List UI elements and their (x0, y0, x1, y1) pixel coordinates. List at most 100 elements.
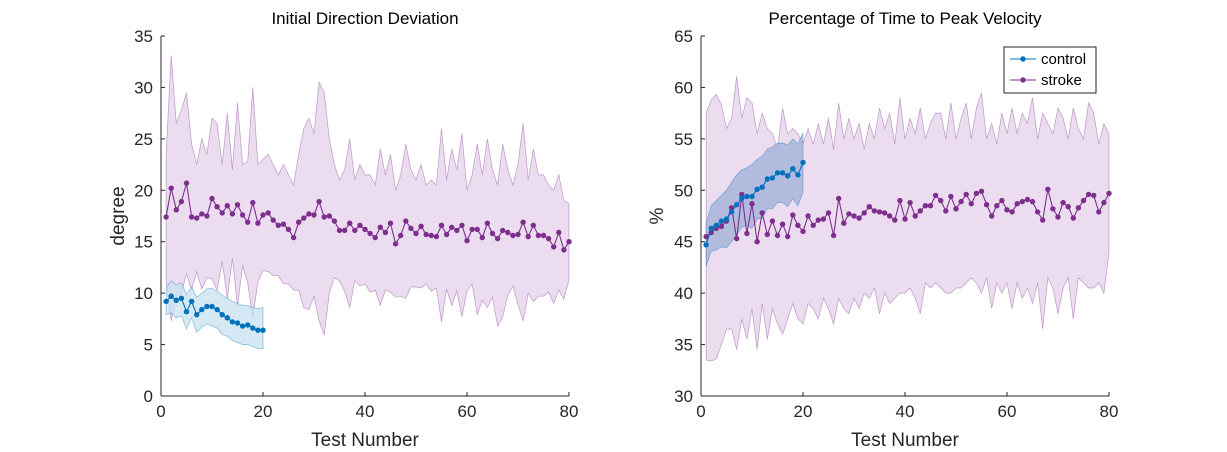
data-point (194, 312, 200, 318)
data-point (1014, 201, 1020, 207)
data-point (989, 213, 995, 219)
y-tick-label: 20 (134, 181, 153, 200)
data-point (229, 211, 236, 217)
data-point (708, 225, 714, 231)
data-point (769, 218, 776, 224)
data-point (494, 235, 501, 242)
x-tick-label: 0 (156, 402, 165, 421)
data-point (1040, 217, 1046, 223)
data-point (948, 193, 954, 200)
x-tick-label: 60 (458, 402, 477, 421)
data-point (912, 213, 918, 219)
data-point (551, 244, 557, 250)
data-point (535, 232, 542, 239)
plot-area: 0 20 40 60 80 0 5 10 15 20 25 30 35 (134, 27, 578, 421)
x-tick-label: 60 (998, 402, 1017, 421)
data-point (805, 213, 811, 219)
data-point (881, 210, 888, 216)
data-point (316, 198, 322, 205)
data-point (739, 191, 745, 198)
data-point (163, 298, 169, 305)
data-point (1085, 191, 1092, 198)
data-point (204, 213, 210, 219)
data-point (876, 209, 883, 215)
data-point (810, 222, 816, 228)
data-point (464, 238, 470, 244)
data-point (219, 210, 225, 216)
data-point (454, 227, 460, 234)
data-point (902, 216, 908, 222)
data-point (336, 227, 343, 234)
data-point (545, 235, 552, 242)
data-point (326, 213, 332, 219)
data-point (199, 306, 205, 313)
data-point (224, 203, 230, 209)
data-point (779, 221, 786, 227)
data-point (301, 215, 307, 221)
data-point (224, 315, 230, 321)
data-point (260, 327, 266, 333)
legend-label-stroke: stroke (1041, 72, 1082, 89)
data-point (209, 303, 215, 310)
y-tick-label: 15 (134, 233, 153, 252)
data-point (774, 170, 781, 176)
chart-title: Percentage of Time to Peak Velocity (768, 9, 1042, 28)
data-point (764, 176, 770, 182)
data-point (178, 198, 185, 205)
data-point (479, 234, 485, 241)
data-point (525, 233, 531, 240)
data-point (234, 202, 241, 208)
data-point (718, 218, 725, 224)
y-axis-label: degree (108, 186, 129, 245)
data-point (484, 220, 491, 226)
data-point (790, 166, 796, 172)
data-point (398, 232, 404, 239)
data-point (530, 222, 536, 228)
data-point (239, 323, 246, 329)
y-axis-label: % (647, 207, 668, 224)
data-point (459, 222, 465, 228)
data-point (999, 197, 1005, 204)
data-point (1024, 196, 1031, 203)
data-point (234, 320, 241, 326)
data-point (173, 297, 179, 303)
y-tick-label: 10 (134, 284, 153, 303)
data-point (382, 229, 389, 236)
x-tick-label: 80 (560, 402, 579, 421)
data-point (290, 234, 297, 241)
data-point (489, 230, 496, 237)
data-point (188, 298, 195, 305)
data-point (285, 226, 292, 233)
data-point (367, 230, 373, 237)
data-point (520, 219, 526, 225)
data-point (734, 235, 740, 242)
y-tick-label: 40 (674, 284, 693, 303)
data-point (1045, 186, 1051, 192)
data-point (851, 213, 857, 219)
data-point (566, 239, 572, 245)
data-point (449, 224, 455, 230)
data-point (413, 230, 419, 237)
data-point (204, 303, 210, 310)
data-point (739, 195, 745, 202)
data-point (723, 216, 730, 222)
data-point (362, 226, 368, 233)
data-point (306, 211, 312, 217)
data-point (759, 184, 765, 190)
data-point (764, 231, 770, 238)
data-point (927, 203, 934, 209)
data-point (744, 230, 750, 237)
data-point (408, 225, 414, 231)
data-point (250, 199, 256, 206)
data-point (892, 217, 898, 223)
data-point (438, 222, 445, 228)
x-tick-label: 40 (896, 402, 915, 421)
chart-title: Initial Direction Deviation (271, 9, 458, 28)
data-point (958, 198, 964, 205)
data-point (785, 233, 791, 240)
data-point (728, 209, 735, 215)
legend-swatch-marker (1020, 56, 1026, 62)
data-point (296, 219, 302, 225)
data-point (800, 159, 806, 166)
